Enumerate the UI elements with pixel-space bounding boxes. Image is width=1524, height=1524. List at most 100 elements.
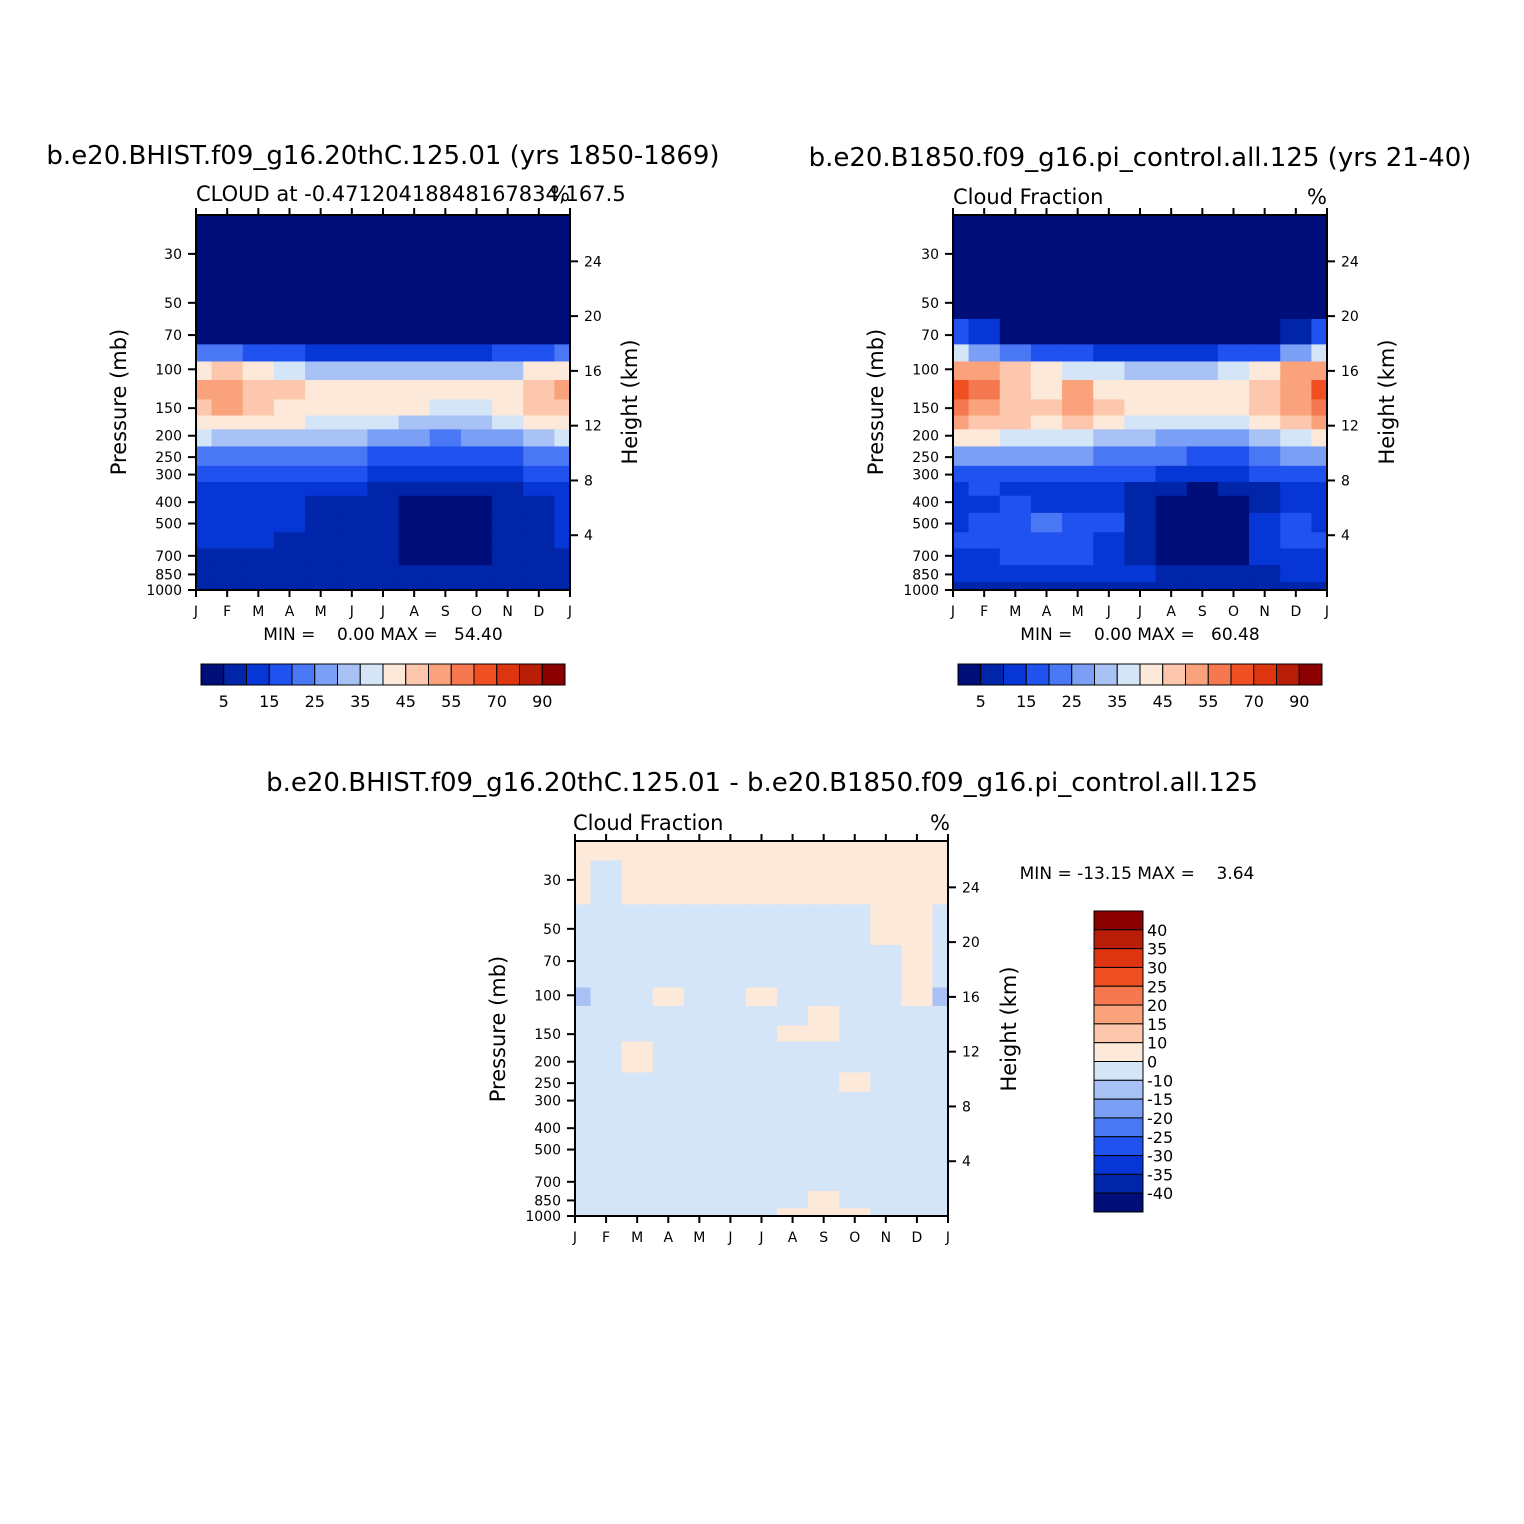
field-cell: [460, 278, 493, 320]
field-cell: [999, 344, 1032, 363]
field-cell: [242, 446, 275, 467]
field-cell: [1311, 565, 1327, 583]
panel-reference-colorbar: 5 15 25 35 45 55 70 90: [957, 663, 1323, 711]
field-cell: [683, 1025, 716, 1043]
field-cell: [683, 904, 716, 946]
field-cell: [590, 1138, 623, 1159]
height-tick-label: 16: [1341, 364, 1359, 380]
panel-control-colorbar: 5 15 25 35 45 55 70 90: [200, 663, 566, 711]
field-cell: [901, 1174, 934, 1192]
field-cell: [1280, 278, 1313, 320]
field-cell: [968, 344, 1001, 363]
field-cell: [575, 1138, 592, 1159]
field-cell: [1030, 344, 1063, 363]
field-cell: [242, 565, 275, 583]
field-cell: [492, 344, 524, 363]
field-cell: [1093, 495, 1126, 514]
field-cell: [839, 1174, 871, 1192]
field-cell: [968, 215, 1001, 236]
field-cell: [305, 512, 337, 533]
y-tick-label: 100: [155, 362, 182, 378]
field-cell: [968, 278, 1001, 320]
y-tick-label: 30: [921, 247, 939, 263]
x-tick-label: F: [602, 1230, 610, 1246]
field-cell: [336, 446, 369, 467]
field-cell: [211, 415, 244, 430]
field-cell: [575, 1091, 592, 1109]
panel-reference-ylabel: Pressure (mb): [864, 329, 888, 476]
field-cell: [460, 446, 493, 467]
field-cell: [1311, 344, 1327, 363]
field-cell: [1155, 399, 1188, 417]
field-cell: [1030, 481, 1063, 497]
colorbar-swatch: [496, 663, 520, 686]
field-cell: [901, 970, 934, 989]
colorbar-label: 45: [1153, 692, 1173, 711]
colorbar-swatch: [1093, 966, 1144, 987]
field-cell: [777, 904, 809, 946]
field-cell: [683, 970, 716, 989]
field-cell: [1186, 215, 1219, 236]
field-cell: [305, 318, 337, 345]
field-cell: [621, 1174, 654, 1192]
field-cell: [901, 987, 934, 1007]
field-cell: [460, 379, 493, 400]
field-cell: [621, 1072, 654, 1093]
x-tick-label: A: [409, 604, 419, 620]
panel-control-subtitle: CLOUD at -0.47120418848167834,167.5: [196, 182, 626, 206]
field-cell: [1186, 481, 1219, 497]
field-cell: [554, 565, 570, 583]
field-cell: [1280, 399, 1313, 417]
field-cell: [968, 532, 1001, 550]
field-cell: [1186, 318, 1219, 345]
field-cell: [999, 379, 1032, 400]
field-cell: [652, 1208, 685, 1216]
x-tick-label: J: [945, 1230, 950, 1246]
field-cell: [1249, 446, 1281, 467]
field-cell: [968, 481, 1001, 497]
y-tick-label: 400: [155, 495, 182, 511]
field-cell: [575, 1174, 592, 1192]
field-cell: [242, 234, 275, 279]
field-cell: [242, 429, 275, 448]
field-cell: [429, 565, 462, 583]
field-cell: [1093, 234, 1126, 279]
field-cell: [683, 841, 716, 862]
field-cell: [1311, 582, 1327, 590]
panel-difference-ylabel-right: Height (km): [997, 966, 1021, 1091]
field-cell: [273, 429, 306, 448]
field-cell: [590, 1055, 623, 1074]
field-cell: [745, 904, 778, 946]
field-cell: [839, 1191, 871, 1209]
field-cell: [367, 465, 400, 483]
field-cell: [429, 415, 462, 430]
colorbar-swatch: [957, 663, 982, 686]
field-cell: [652, 1072, 685, 1093]
field-cell: [953, 399, 970, 417]
field-cell: [398, 361, 431, 381]
field-cell: [953, 532, 970, 550]
field-cell: [1124, 446, 1157, 467]
field-cell: [575, 1041, 592, 1056]
field-cell: [367, 429, 400, 448]
field-cell: [1093, 379, 1126, 400]
field-cell: [745, 860, 778, 905]
colorbar-label: 15: [259, 692, 279, 711]
field-cell: [1030, 318, 1063, 345]
field-cell: [523, 318, 556, 345]
field-cell: [621, 1191, 654, 1209]
field-cell: [1249, 582, 1281, 590]
panel-control-field: [196, 215, 570, 590]
field-cell: [273, 465, 306, 483]
field-cell: [1155, 318, 1188, 345]
field-cell: [196, 415, 213, 430]
field-cell: [745, 1025, 778, 1043]
field-cell: [1155, 415, 1188, 430]
field-cell: [196, 379, 213, 400]
field-cell: [870, 1158, 902, 1176]
field-cell: [590, 944, 623, 971]
field-cell: [932, 1138, 948, 1159]
y-tick-label: 1000: [146, 583, 182, 599]
colorbar-swatch: [200, 663, 225, 686]
field-cell: [777, 944, 809, 971]
